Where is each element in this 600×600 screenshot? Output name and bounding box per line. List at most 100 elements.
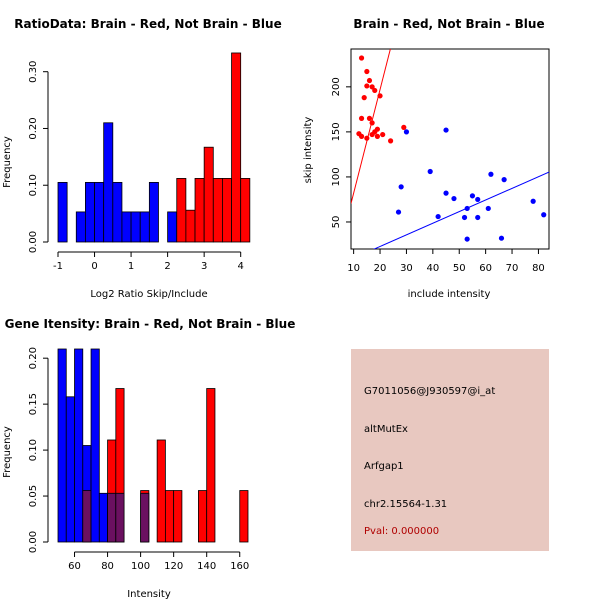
gene-intensity-x-axis: 60 80 100 120 140 160: [68, 551, 249, 572]
scatter-point-not-brain: [427, 168, 433, 175]
gene-y-tick-label: 0.15: [28, 393, 39, 415]
gene-bar-not-brain-75: [98, 492, 108, 543]
scatter-brain-fit-line: [351, 49, 391, 204]
scatter-point-brain: [369, 120, 375, 126]
gene-bar-brain-120: [173, 490, 183, 543]
gene-bar-brain-160: [239, 490, 249, 543]
gene-intensity-title: Gene Itensity: Brain - Red, Not Brain - …: [5, 317, 296, 331]
ratio-histogram-x-label: Log2 Ratio Skip/Include: [90, 289, 207, 300]
ratio-bar-not-brain-0.25: [103, 122, 114, 243]
scatter-fit-lines: [351, 49, 549, 249]
gene-x-tick-label: 100: [131, 561, 150, 572]
gene-y-tick-label: 0.05: [28, 485, 39, 507]
ratio-bar-not-brain-0: [94, 181, 105, 243]
scatter-point-not-brain: [403, 129, 410, 135]
gene-bar-brain-135: [198, 490, 208, 543]
ratio-bar-not-brain-0.75: [121, 211, 132, 243]
probe-id-text: G7011056@J930597@i_at: [364, 386, 496, 397]
gene-intensity-bars: [57, 348, 249, 543]
ratio-x-tick-label: 2: [164, 261, 170, 272]
scatter-x-tick-label: 60: [479, 263, 492, 274]
scatter-point-brain: [374, 133, 380, 139]
scatter-point-not-brain: [485, 205, 491, 212]
scatter-x-axis: 10 20 30 40 50 60 70 80: [347, 249, 545, 274]
ratio-bar-not-brain-1: [130, 211, 141, 243]
ratio-y-tick-label: 0.10: [28, 174, 39, 196]
scatter-title: Brain - Red, Not Brain - Blue: [353, 17, 544, 31]
scatter-point-brain: [364, 68, 370, 75]
scatter-point-not-brain: [461, 214, 468, 221]
scatter-plot-frame: [350, 48, 550, 250]
pval-text: Pval: 0.000000: [364, 526, 440, 537]
ratio-bar-brain-2.5: [185, 209, 196, 243]
scatter-point-brain: [366, 115, 373, 121]
gene-x-tick-label: 140: [197, 561, 216, 572]
scatter-point-brain: [380, 131, 386, 138]
gene-bar-not-brain-50: [57, 348, 67, 543]
gene-y-tick-label: 0.20: [28, 347, 39, 369]
gene-intensity-y-label: Frequency: [2, 426, 13, 478]
gene-bar-not-brain-80: [107, 492, 117, 543]
scatter-point-not-brain: [464, 205, 470, 212]
scatter-point-brain: [364, 83, 370, 89]
ratio-bar-brain-3.75: [231, 52, 242, 243]
scatter-point-brain: [366, 77, 373, 84]
ratio-y-tick-label: 0.20: [28, 117, 39, 139]
gene-bar-brain-140: [206, 388, 216, 543]
ratio-y-tick-label: 0.30: [28, 61, 39, 83]
gene-bar-not-brain-55: [65, 396, 75, 543]
ratio-y-tick-label: 0.00: [28, 231, 39, 253]
ratio-bar-not-brain--0.25: [85, 181, 95, 243]
ratio-histogram-y-axis: 0.00 0.10 0.20 0.30: [28, 61, 49, 253]
ratio-bar-brain-2.75: [194, 178, 205, 243]
scatter-point-brain: [369, 84, 375, 90]
scatter-point-not-brain: [501, 177, 507, 183]
gene-name-text: Arfgap1: [364, 461, 404, 472]
scatter-point-brain: [361, 95, 367, 101]
gene-x-tick-label: 160: [230, 561, 249, 572]
scatter-point-not-brain: [443, 190, 449, 196]
scatter-point-not-brain: [488, 171, 494, 177]
ratio-bar-not-brain-0.5: [112, 181, 123, 243]
gene-bar-not-brain-70: [90, 348, 100, 543]
scatter-point-not-brain: [475, 196, 481, 203]
gene-bar-brain-110: [156, 439, 166, 543]
scatter-point-brain: [364, 135, 370, 141]
gene-bar-brain-115: [164, 490, 175, 543]
scatter-point-not-brain: [475, 214, 481, 221]
gene-x-tick-label: 80: [101, 561, 114, 572]
ratio-bar-not-brain-2: [167, 211, 178, 243]
scatter-point-not-brain: [395, 209, 402, 215]
gene-y-tick-label: 0.00: [28, 531, 39, 553]
ratio-bar-not-brain-1.25: [139, 211, 150, 243]
ratio-x-tick-label: 0: [91, 261, 97, 272]
gene-y-tick-label: 0.10: [28, 439, 39, 461]
gene-info-box: G7011056@J930597@i_at altMutEx Arfgap1 c…: [351, 349, 549, 551]
ratio-histogram-bars: [57, 52, 251, 243]
scatter-y-tick-label: 200: [331, 77, 342, 96]
scatter-not-brain-fit-line: [373, 171, 549, 249]
ratio-histogram-y-label: Frequency: [2, 136, 13, 188]
gene-bar-not-brain-100: [140, 492, 150, 543]
ratio-bar-brain-4: [240, 178, 251, 243]
ratio-bar-brain-3: [203, 146, 214, 243]
ratio-histogram-title: RatioData: Brain - Red, Not Brain - Blue: [14, 17, 281, 31]
scatter-point-not-brain: [530, 198, 536, 204]
intensity-scatter-panel: Brain - Red, Not Brain - Blue 10 20 30 40 50…: [303, 17, 550, 300]
gene-intensity-histogram-panel: Gene Itensity: Brain - Red, Not Brain - …: [2, 317, 295, 600]
gene-intensity-x-label: Intensity: [127, 589, 171, 600]
gene-bar-not-brain-85: [115, 492, 125, 543]
scatter-x-label: include intensity: [408, 289, 491, 300]
scatter-x-tick-label: 10: [347, 263, 360, 274]
scatter-x-tick-label: 50: [453, 263, 466, 274]
scatter-point-not-brain: [469, 193, 476, 199]
ratio-histogram-x-axis: -1 0 1 2 3 4: [53, 251, 244, 272]
ratio-bar-brain-3.5: [222, 178, 232, 243]
scatter-x-tick-label: 70: [506, 263, 519, 274]
scatter-point-not-brain: [451, 195, 457, 202]
gene-bar-not-brain-60: [74, 348, 84, 543]
scatter-y-tick-label: 100: [331, 167, 342, 186]
scatter-y-label: skip intensity: [303, 117, 314, 184]
scatter-point-not-brain: [498, 235, 505, 241]
